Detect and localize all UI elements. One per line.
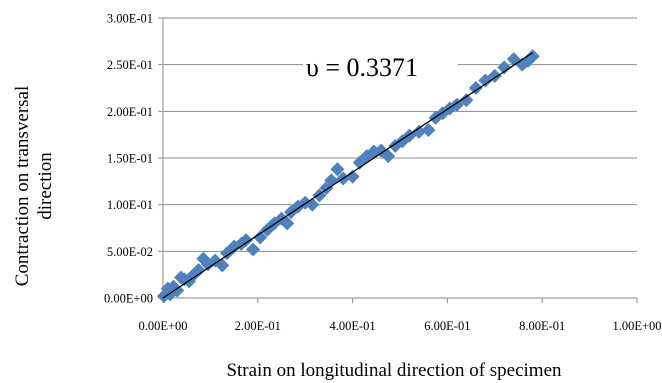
data-point — [459, 93, 474, 108]
x-tick-labels: 0.00E+00 2.00E-01 4.00E-01 6.00E-01 8.00E-01… — [138, 319, 661, 333]
trendline — [162, 52, 534, 299]
data-point — [381, 149, 396, 164]
data-point — [345, 169, 360, 184]
data-point — [478, 73, 493, 88]
y-tick-label: 2.00E-01 — [107, 105, 153, 119]
axes — [158, 17, 638, 303]
data-point — [421, 123, 436, 137]
data-point — [246, 242, 261, 257]
y-tick-label: 5.00E-02 — [107, 245, 153, 259]
x-tick-label: 4.00E-01 — [330, 319, 376, 333]
poisson-ratio-annotation: υ = 0.3371 — [306, 53, 418, 82]
y-tick-label: 0.00E+00 — [104, 292, 153, 306]
x-tick-label: 1.00E+00 — [612, 319, 661, 333]
y-tick-label: 2.50E-01 — [107, 58, 153, 72]
data-point — [468, 81, 483, 95]
data-point — [215, 258, 230, 273]
data-point — [525, 49, 540, 64]
y-axis-title-line-1: Contraction on transversal — [12, 86, 33, 287]
x-tick-label: 6.00E-01 — [424, 319, 470, 333]
y-tick-label: 1.50E-01 — [107, 152, 153, 166]
y-axis-title-line-2: direction — [35, 152, 56, 220]
annotation-background — [303, 49, 458, 83]
data-point — [238, 233, 253, 248]
data-point — [411, 124, 426, 139]
data-point — [170, 283, 185, 298]
y-tick-label: 3.00E-01 — [107, 12, 153, 26]
x-axis-title: Strain on longitudinal direction of spec… — [226, 360, 562, 381]
trendline-group — [162, 52, 534, 299]
y-tick-label: 1.00E-01 — [107, 198, 153, 212]
data-point — [191, 263, 206, 277]
y-axis-title: Contraction on transversal direction — [12, 86, 56, 287]
data-point — [280, 216, 295, 231]
x-tick-label: 8.00E-01 — [519, 319, 565, 333]
data-points — [156, 49, 540, 304]
x-tick-label: 0.00E+00 — [138, 319, 187, 333]
x-tick-label: 2.00E-01 — [235, 319, 281, 333]
data-point — [497, 60, 512, 75]
data-point — [253, 230, 268, 245]
y-tick-labels: 0.00E+00 5.00E-02 1.00E-01 1.50E-01 2.00E-01… — [104, 12, 153, 306]
data-point — [330, 162, 345, 177]
